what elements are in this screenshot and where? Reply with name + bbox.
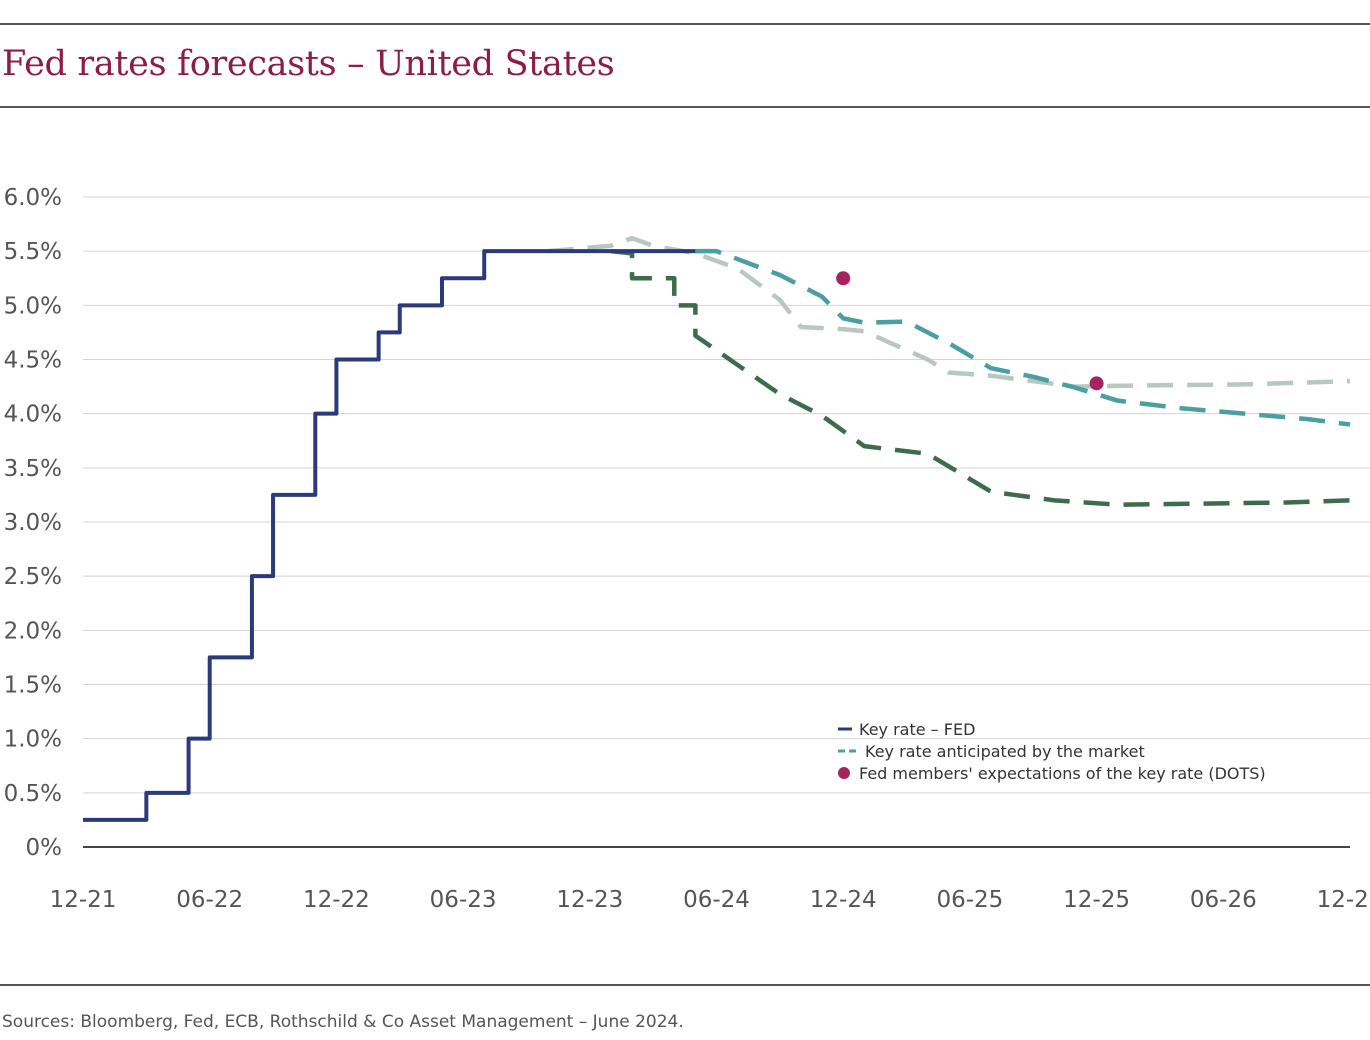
dots-marker — [1089, 376, 1104, 391]
y-tick-label: 3.5% — [4, 456, 62, 482]
y-tick-label: 0.5% — [4, 781, 62, 807]
x-axis-ticks: 12-21 06-22 12-22 06-23 12-23 06-24 12-24 06-25… — [50, 887, 1370, 913]
x-tick-label: 12-21 — [50, 887, 117, 913]
chart-title: Fed rates forecasts – United States — [2, 44, 615, 84]
legend: Key rate – FED Key rate anticipated by th… — [838, 720, 1266, 783]
series-line-3 — [610, 248, 1351, 507]
y-tick-label: 0% — [26, 835, 63, 861]
source-note: Sources: Bloomberg, Fed, ECB, Rothschild… — [2, 1012, 684, 1032]
y-tick-label: 5.0% — [4, 293, 62, 319]
y-tick-label: 1.0% — [4, 727, 62, 753]
legend-label: Key rate anticipated by the market — [865, 742, 1145, 761]
series-line-1 — [695, 248, 1351, 427]
series-group — [83, 235, 1351, 822]
y-tick-label: 4.5% — [4, 348, 62, 374]
x-tick-label: 06-26 — [1190, 887, 1257, 913]
gridlines — [83, 196, 1370, 794]
title-rule — [0, 106, 1370, 108]
chart: 6.0% 5.5% 5.0% 4.5% 4.0% 3.5% 3.0% 2.5% 2.0% 1.5%… — [4, 185, 1370, 913]
y-tick-label: 1.5% — [4, 673, 62, 699]
x-tick-label: 12-25 — [1063, 887, 1130, 913]
x-tick-label: 12-24 — [810, 887, 877, 913]
x-tick-label: 06-22 — [176, 887, 243, 913]
y-tick-label: 2.5% — [4, 564, 62, 590]
x-tick-label: 12-22 — [303, 887, 370, 913]
bottom-rule — [0, 984, 1370, 986]
y-tick-label: 5.5% — [4, 239, 62, 265]
legend-swatch — [838, 767, 850, 779]
series-line-0 — [83, 249, 696, 822]
x-tick-label: 12-26 — [1317, 887, 1370, 913]
legend-label: Key rate – FED — [859, 720, 975, 739]
top-rule — [0, 23, 1370, 25]
x-tick-label: 06-24 — [683, 887, 750, 913]
y-axis-ticks: 6.0% 5.5% 5.0% 4.5% 4.0% 3.5% 3.0% 2.5% 2.0% 1.5%… — [4, 185, 62, 861]
x-tick-label: 12-23 — [556, 887, 623, 913]
y-tick-label: 3.0% — [4, 510, 62, 536]
x-tick-label: 06-25 — [936, 887, 1003, 913]
legend-label: Fed members' expectations of the key rat… — [859, 764, 1266, 783]
series-line-2 — [547, 235, 1351, 389]
y-tick-label: 4.0% — [4, 402, 62, 428]
dots-marker — [836, 271, 851, 286]
y-tick-label: 2.0% — [4, 618, 62, 644]
x-tick-label: 06-23 — [430, 887, 497, 913]
y-tick-label: 6.0% — [4, 185, 62, 211]
